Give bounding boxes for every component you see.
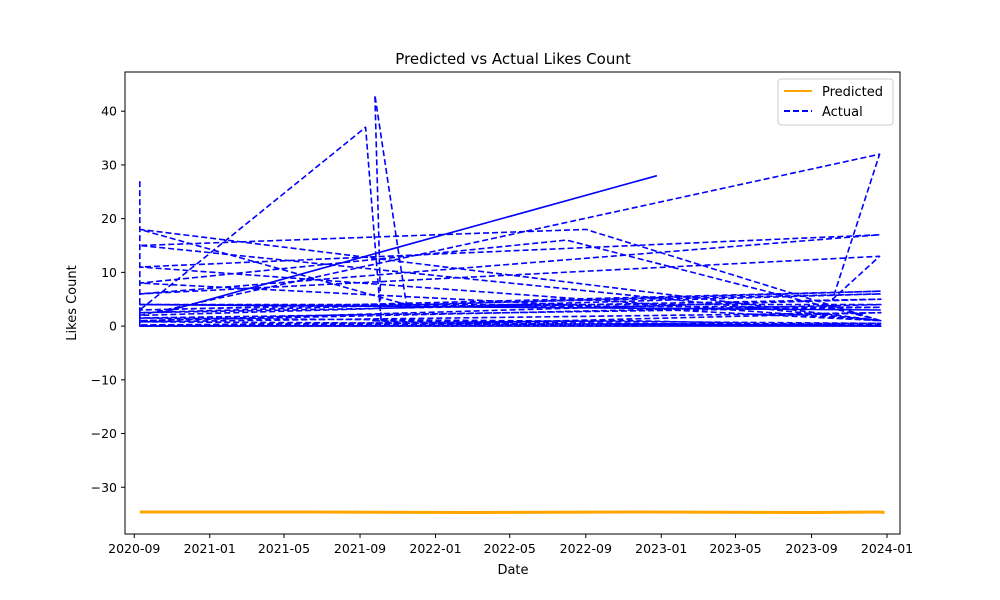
y-tick-label: −20 — [91, 426, 117, 441]
x-axis-label: Date — [497, 563, 528, 578]
y-tick-label: 40 — [101, 104, 117, 119]
y-tick-label: 10 — [101, 265, 117, 280]
plot-series — [139, 94, 885, 514]
chart-title: Predicted vs Actual Likes Count — [395, 50, 631, 68]
series-line-actual — [139, 94, 882, 327]
x-tick-label: 2021-09 — [334, 541, 386, 556]
x-tick-label: 2021-05 — [258, 541, 310, 556]
x-tick-label: 2024-01 — [861, 541, 913, 556]
x-tick-label: 2022-05 — [484, 541, 536, 556]
y-tick-label: 0 — [109, 319, 117, 334]
y-tick-label: −30 — [91, 480, 117, 495]
legend-label-actual: Actual — [822, 105, 863, 120]
x-tick-label: 2022-01 — [409, 541, 461, 556]
x-tick-label: 2023-01 — [635, 541, 687, 556]
x-tick-label: 2023-09 — [785, 541, 837, 556]
plot-frame — [124, 71, 901, 535]
y-axis-label: Likes Count — [65, 265, 80, 340]
legend: Predicted Actual — [777, 78, 894, 126]
x-tick-label: 2022-09 — [560, 541, 612, 556]
series-line-predicted — [139, 510, 885, 514]
y-tick-label: 20 — [101, 211, 117, 226]
x-axis-ticks: 2020-09 2021-01 2021-05 2021-09 2022-01 2022-… — [108, 534, 913, 556]
x-tick-label: 2020-09 — [108, 541, 160, 556]
x-tick-label: 2021-01 — [184, 541, 236, 556]
series-line-actual — [139, 303, 881, 311]
y-tick-label: −10 — [91, 372, 117, 387]
series-line-actual — [161, 174, 658, 314]
x-tick-label: 2023-05 — [709, 541, 761, 556]
legend-label-predicted: Predicted — [822, 85, 883, 100]
y-axis-ticks: −30 −20 −10 0 10 20 30 40 — [91, 104, 125, 495]
y-tick-label: 30 — [101, 157, 117, 172]
